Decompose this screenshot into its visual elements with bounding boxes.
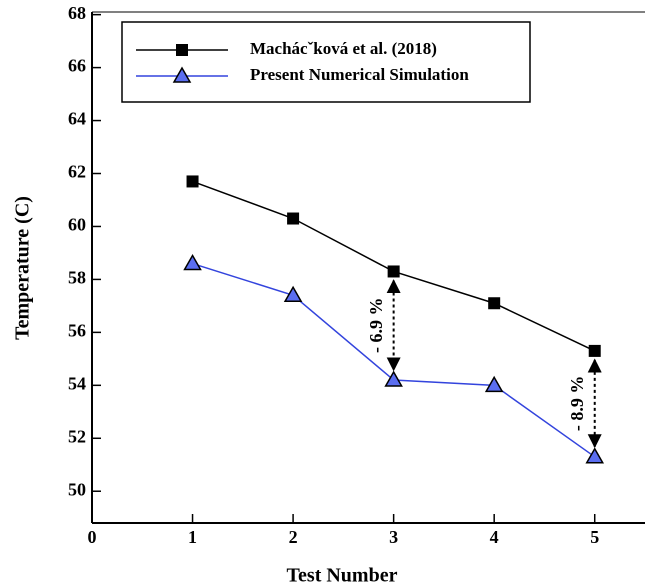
x-tick-label: 1 (188, 527, 197, 547)
x-tick-label: 3 (389, 527, 398, 547)
annotation: - 6.9 % (366, 297, 386, 353)
data-point (484, 375, 504, 393)
data-point (384, 370, 403, 387)
y-axis-label: Temperature (C) (12, 196, 34, 340)
legend-label: Present Numerical Simulation (250, 65, 469, 84)
data-point (387, 265, 400, 278)
data-point (588, 344, 601, 357)
x-tick-label: 5 (590, 527, 599, 547)
legend-marker (172, 66, 192, 83)
data-point (283, 285, 303, 303)
x-tick-label: 4 (490, 527, 499, 547)
x-tick-label: 2 (289, 527, 298, 547)
data-point (186, 175, 199, 188)
y-tick-label: 52 (68, 426, 86, 446)
x-tick-label: 0 (88, 527, 97, 547)
y-tick-label: 66 (68, 56, 86, 76)
legend-label: Machácˇková et al. (2018) (250, 39, 437, 58)
y-tick-label: 58 (68, 268, 86, 288)
legend-marker (176, 44, 188, 56)
y-tick-label: 56 (68, 320, 86, 340)
data-point (488, 297, 501, 310)
data-point (183, 254, 202, 271)
legend: Machácˇková et al. (2018) Present Numeric… (121, 21, 531, 103)
data-point (585, 447, 605, 464)
data-point (287, 212, 300, 225)
y-tick-label: 62 (68, 162, 86, 182)
annotation: - 8.9 % (567, 376, 587, 432)
y-tick-label: 68 (68, 3, 86, 23)
legend-box (121, 21, 531, 103)
y-tick-label: 54 (68, 373, 86, 393)
y-tick-label: 60 (68, 215, 86, 235)
x-axis-label: Test Number (287, 565, 398, 587)
y-tick-label: 64 (68, 109, 86, 129)
y-tick-label: 50 (68, 479, 86, 499)
